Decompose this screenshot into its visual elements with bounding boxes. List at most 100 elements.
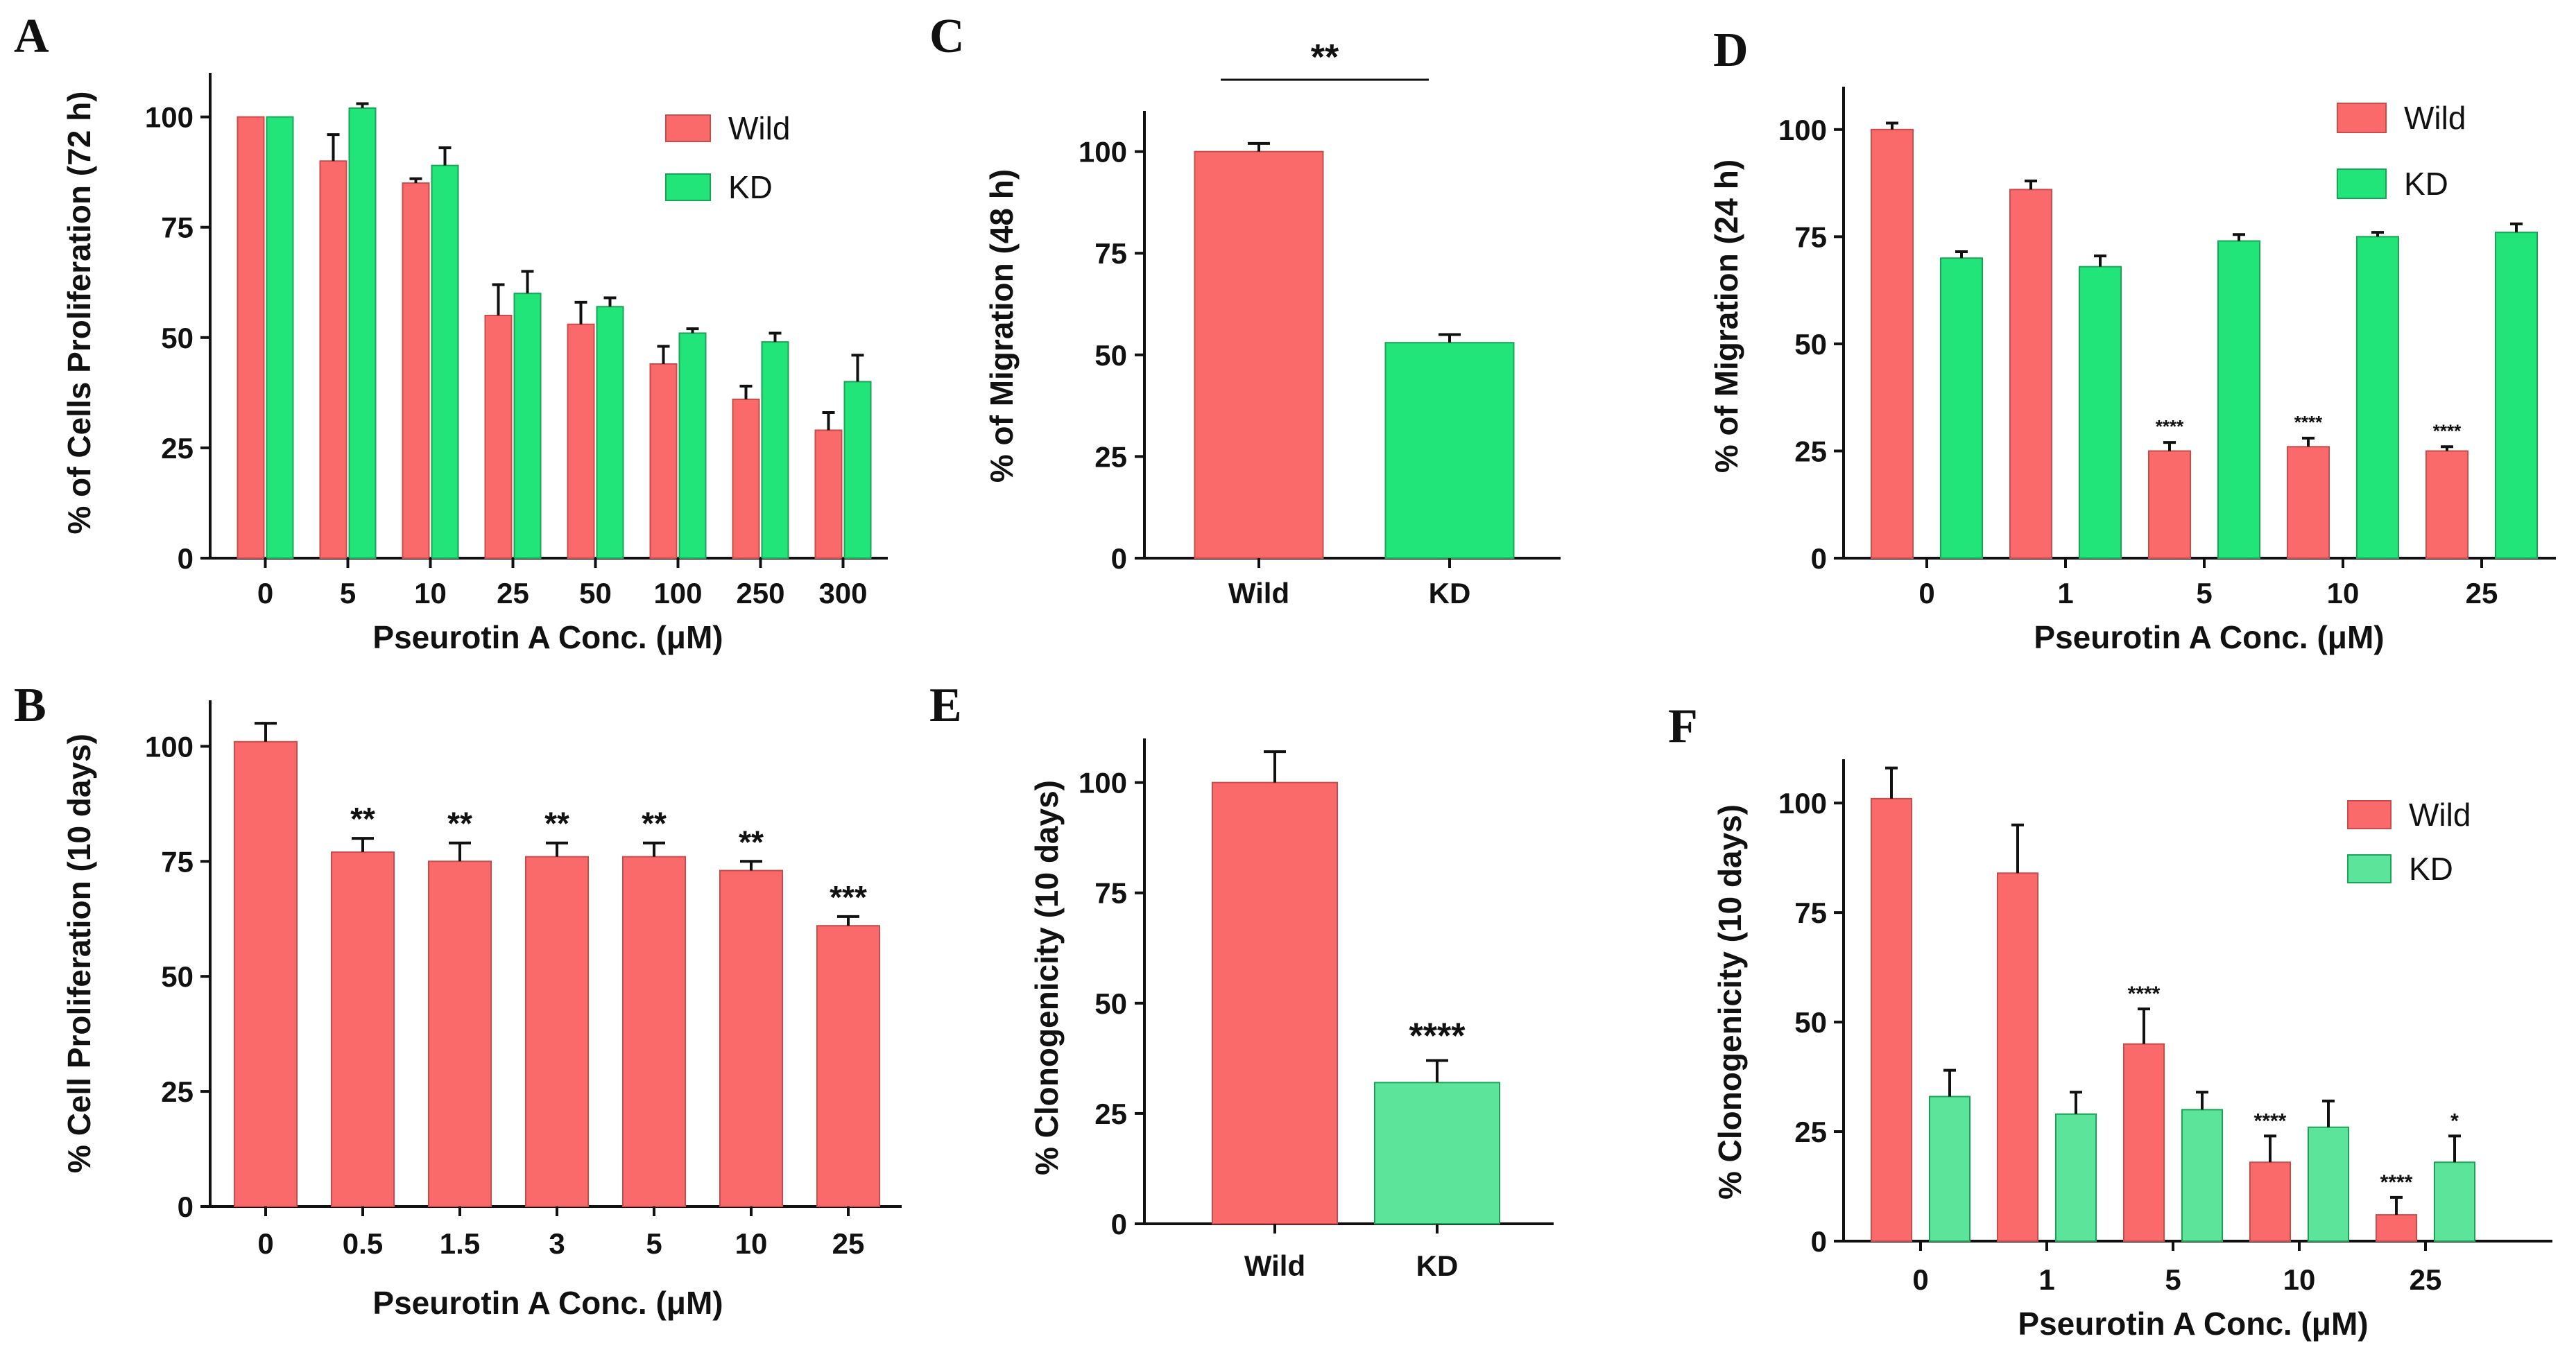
y-tick-label: 0 [178, 542, 194, 575]
panel-c: C 0 25 50 75 100 % of Migration (48 h) Wild KD ** [929, 10, 1561, 609]
x-tick-label: 1 [2038, 1263, 2054, 1296]
legend: Wild KD [2337, 100, 2466, 202]
bar-wild-50 [567, 323, 595, 559]
x-axis-label: Pseurotin A Conc. (μM) [372, 1285, 723, 1321]
bar-kd-25 [513, 293, 542, 559]
y-tick-label: 75 [161, 845, 194, 878]
bar-wild-25 [816, 925, 880, 1207]
y-tick-label: 25 [161, 1075, 194, 1108]
y-tick-label: 75 [1094, 237, 1127, 270]
x-tick-label: Wild [1228, 577, 1289, 609]
x-tick-label: KD [1429, 577, 1471, 609]
x-tick-label: 25 [2466, 577, 2498, 609]
bar-wild-0 [234, 741, 298, 1207]
y-tick-label: 100 [1778, 787, 1827, 820]
y-tick-label: 100 [145, 101, 194, 134]
y-tick-label: 25 [1094, 1098, 1127, 1130]
significance-label: **** [2254, 1109, 2287, 1132]
significance-label: *** [830, 879, 867, 915]
x-tick-label: 250 [736, 577, 784, 609]
legend-swatch-kd [2347, 854, 2392, 883]
x-tick-label: 25 [2410, 1263, 2442, 1296]
bar-wild-3 [525, 856, 589, 1207]
bar-kd-50 [596, 306, 624, 559]
x-tick-label: 3 [549, 1227, 565, 1260]
bar-wild-0.5 [331, 851, 395, 1207]
y-tick-label: 0 [1811, 542, 1827, 575]
x-tick-label: 10 [735, 1227, 768, 1260]
bar-wild-25 [2376, 1214, 2417, 1243]
bar-wild-10 [719, 869, 783, 1207]
bar-wild-10 [2287, 446, 2330, 559]
bar-wild-0 [1871, 797, 1912, 1242]
legend: Wild KD [2347, 797, 2471, 887]
x-axis-label: Pseurotin A Conc. (μM) [2034, 619, 2384, 655]
bar-wild-5 [2123, 1043, 2165, 1242]
y-tick-label: 100 [1079, 136, 1127, 168]
legend-swatch-wild [2337, 103, 2387, 133]
panel-letter: A [14, 10, 49, 63]
x-tick-label: KD [1416, 1249, 1459, 1282]
y-tick-label: 50 [1094, 987, 1127, 1020]
y-tick-label: 50 [1794, 328, 1827, 361]
bar-wild [1212, 781, 1338, 1224]
y-tick-label: 50 [1794, 1006, 1827, 1039]
x-tick-label: 0 [1918, 577, 1934, 609]
x-tick-label: 100 [653, 577, 702, 609]
bar-wild-25 [2425, 450, 2468, 559]
y-axis-label: % Clonogenicity (10 days) [1712, 804, 1748, 1200]
x-tick-label: 5 [2196, 577, 2212, 609]
legend-label: KD [2404, 166, 2448, 202]
significance-label: **** [2128, 983, 2161, 1005]
y-tick-label: 25 [1794, 435, 1827, 467]
bar-kd-10 [2308, 1126, 2349, 1243]
y-tick-label: 0 [1811, 1225, 1827, 1258]
y-tick-label: 75 [1794, 220, 1827, 253]
y-axis-label: % of Cells Proliferation (72 h) [61, 92, 97, 535]
legend-swatch-wild [665, 114, 711, 142]
bracket-label: ** [1311, 37, 1339, 78]
y-tick-label: 0 [1111, 1208, 1127, 1240]
bar-kd-1 [2055, 1113, 2097, 1242]
y-axis-label: % Clonogenicity (10 days) [1029, 780, 1065, 1175]
x-tick-label: 0.5 [343, 1227, 383, 1260]
bar-kd [1374, 1082, 1500, 1225]
bar-kd-5 [2217, 240, 2260, 559]
x-axis-label: Pseurotin A Conc. (μM) [372, 619, 723, 655]
legend: Wild KD [665, 110, 790, 205]
bar-wild-10 [2249, 1161, 2291, 1242]
x-tick-label: 1.5 [440, 1227, 480, 1260]
y-tick-label: 0 [1111, 542, 1127, 575]
y-tick-label: 50 [161, 322, 194, 354]
bar-wild-10 [402, 182, 430, 560]
bar-wild-1 [1997, 872, 2038, 1242]
x-tick-label: 5 [646, 1227, 662, 1260]
legend-swatch-kd [2337, 168, 2387, 199]
significance-label: ** [544, 806, 569, 842]
y-tick-label: 100 [145, 730, 194, 763]
x-tick-label: 5 [2165, 1263, 2181, 1296]
bar-kd-100 [678, 332, 707, 559]
y-axis-label: % Cell Proliferation (10 days) [61, 734, 97, 1173]
panel-letter: E [929, 679, 962, 732]
bar-wild-5 [319, 160, 347, 560]
significance-label: **** [2380, 1171, 2413, 1194]
bar-kd-5 [348, 107, 377, 559]
x-tick-label: Wild [1244, 1249, 1305, 1282]
x-tick-label: 1 [2057, 577, 2073, 609]
panel-e: E 0 25 50 75 100 % Clonogenicity (10 days) Wild… [929, 679, 1554, 1282]
legend-swatch-kd [665, 173, 711, 201]
significance-label: ** [739, 824, 764, 860]
y-tick-label: 50 [161, 960, 194, 993]
significance-label: ** [350, 801, 375, 837]
significance-label: ** [642, 806, 667, 842]
panel-letter: B [14, 679, 46, 732]
bar-wild-5 [2148, 450, 2191, 559]
y-axis-label: % of Migration (24 h) [1708, 159, 1744, 473]
bar-kd-5 [2181, 1109, 2223, 1243]
y-tick-label: 50 [1094, 339, 1127, 372]
